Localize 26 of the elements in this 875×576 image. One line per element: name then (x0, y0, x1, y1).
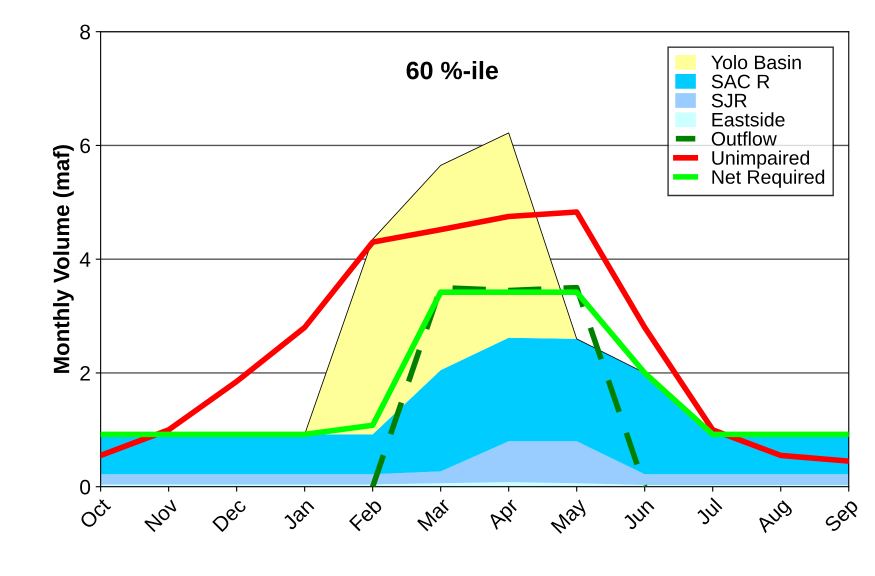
x-tick-label: Jan (282, 498, 315, 531)
legend-label: SAC R (712, 74, 770, 88)
y-tick-label: 8 (80, 24, 90, 40)
legend-label: Outflow (712, 131, 777, 146)
y-tick-label: 4 (80, 252, 90, 267)
annotation: 60 %-ile (406, 60, 498, 80)
y-tick-label: 0 (80, 480, 90, 494)
y-tick-label: 2 (80, 366, 90, 381)
legend-label: SJR (712, 94, 747, 108)
legend-label: Unimpaired (712, 150, 810, 169)
x-tick-label: Sep (824, 497, 862, 536)
x-tick-label: Oct (78, 496, 112, 530)
legend-label: Eastside (712, 112, 785, 127)
x-tick-label: Nov (144, 497, 180, 532)
x-tick-label: Jul (694, 497, 723, 526)
x-tick-label: May (550, 497, 590, 537)
legend-label: Yolo Basin (711, 55, 801, 70)
x-tick-label: Apr (486, 497, 522, 534)
legend-label: Net Required (712, 170, 824, 188)
x-tick-label: Jun (622, 498, 655, 531)
x-tick-label: Aug (755, 498, 794, 536)
x-tick-label: Feb (348, 497, 383, 532)
x-tick-label: Mar (417, 497, 452, 532)
x-tick-label: Dec (212, 497, 248, 532)
y-axis-title: Monthly Volume (maf) (53, 145, 74, 373)
y-tick-label: 6 (80, 138, 90, 154)
